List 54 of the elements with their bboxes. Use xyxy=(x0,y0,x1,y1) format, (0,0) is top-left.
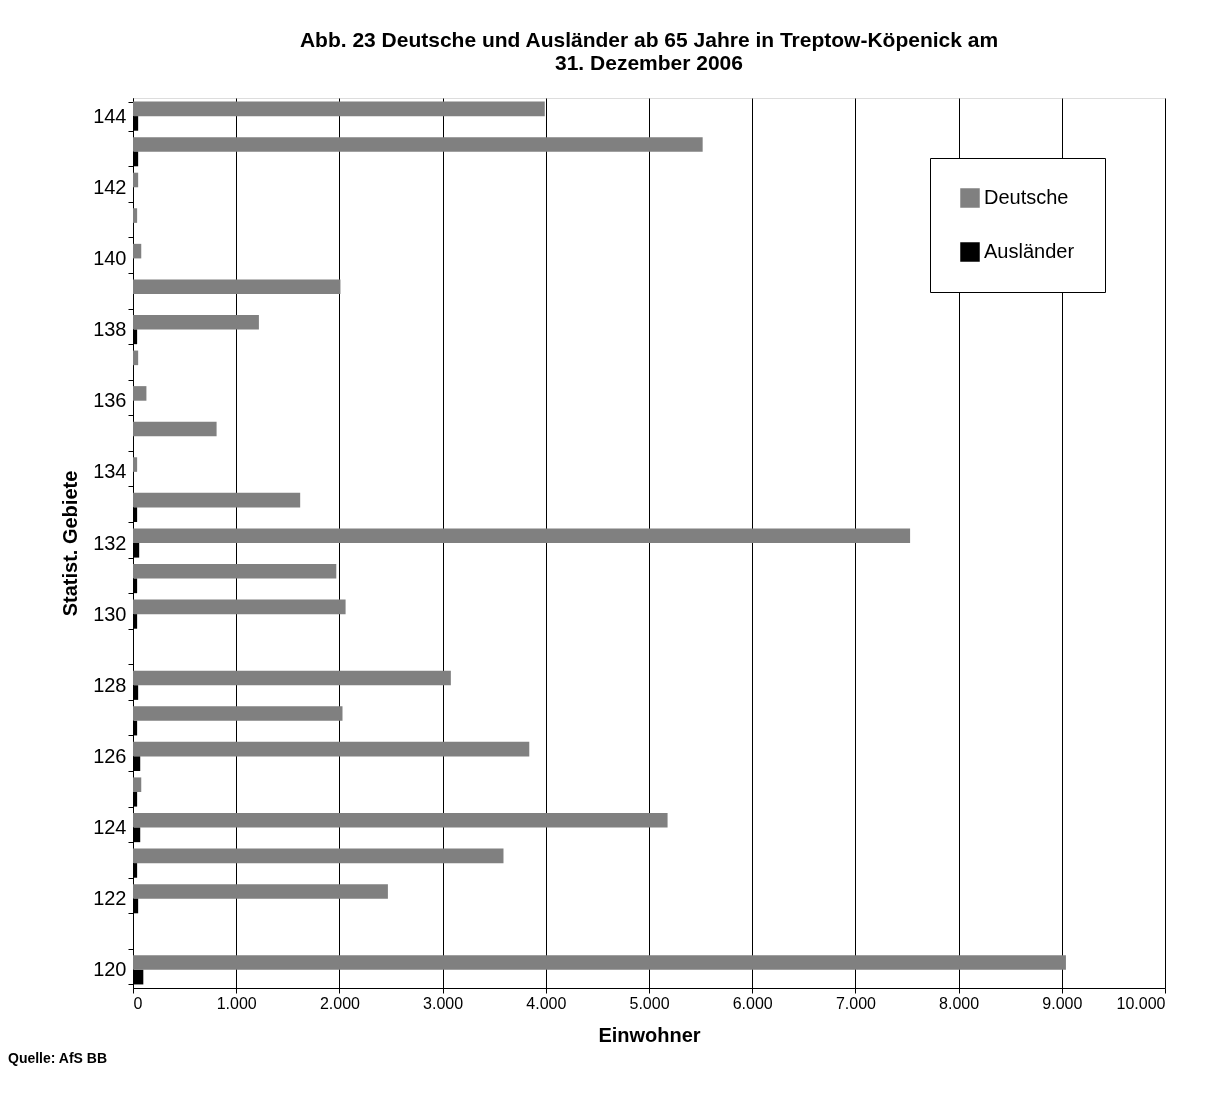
bar xyxy=(133,172,139,188)
bar xyxy=(133,101,545,117)
text: 31. Dezember 2006 xyxy=(555,51,743,74)
bar xyxy=(133,386,147,401)
y-tick-label: 132 xyxy=(93,531,127,554)
x-tick-label: 3.000 xyxy=(423,994,464,1012)
y-tick-label: 120 xyxy=(93,958,127,981)
x-tick-label: 5.000 xyxy=(629,994,670,1012)
bar xyxy=(133,884,388,899)
x-tick-label: 6.000 xyxy=(732,994,773,1012)
x-tick-label: 8.000 xyxy=(939,994,980,1012)
x-tick-label: 7.000 xyxy=(835,994,877,1012)
y-tick-label: 140 xyxy=(93,246,127,269)
y-tick-label: 138 xyxy=(93,318,127,341)
bar xyxy=(133,208,138,223)
y-axis-title: Statist. Gebiete xyxy=(59,470,82,617)
bar xyxy=(133,955,1066,970)
bar xyxy=(133,599,346,615)
bar xyxy=(133,457,138,472)
chart-title: Abb. 23 Deutsche und Ausländer ab 65 Jahre in Treptow-Köpenick am xyxy=(299,28,999,51)
legend-label: Ausländer xyxy=(984,240,1075,262)
bar xyxy=(133,812,668,828)
legend-label: Deutsche xyxy=(984,186,1069,208)
x-tick-label: 10.000 xyxy=(1116,994,1166,1012)
y-tick-label: 126 xyxy=(93,744,127,767)
bar xyxy=(133,848,504,864)
y-tick-label: 136 xyxy=(93,389,127,412)
bar xyxy=(133,563,337,579)
x-tick-label: 0 xyxy=(133,994,143,1012)
x-tick-label: 9.000 xyxy=(1042,994,1083,1012)
y-tick-label: 128 xyxy=(93,673,127,696)
bar xyxy=(133,421,217,437)
bar xyxy=(133,137,703,152)
bar xyxy=(133,777,142,792)
bar xyxy=(133,243,142,259)
y-tick-label: 134 xyxy=(93,460,127,483)
bar xyxy=(133,706,343,721)
x-tick-label: 2.000 xyxy=(319,994,361,1012)
x-axis-title: Einwohner xyxy=(598,1023,701,1046)
x-tick-label: 1.000 xyxy=(216,994,257,1012)
bar xyxy=(133,492,301,508)
bar xyxy=(133,350,139,366)
y-tick-label: 122 xyxy=(93,887,127,910)
bar xyxy=(133,670,451,686)
y-tick-label: 130 xyxy=(93,602,127,625)
y-tick-label: 144 xyxy=(93,104,127,127)
bar xyxy=(133,279,341,294)
y-tick-label: 124 xyxy=(93,816,127,839)
bar xyxy=(133,741,530,757)
y-tick-label: 142 xyxy=(93,175,127,198)
bar xyxy=(133,528,911,543)
x-tick-label: 4.000 xyxy=(526,994,567,1012)
source-note: Quelle: AfS BB xyxy=(8,1050,108,1066)
bar xyxy=(133,314,259,330)
